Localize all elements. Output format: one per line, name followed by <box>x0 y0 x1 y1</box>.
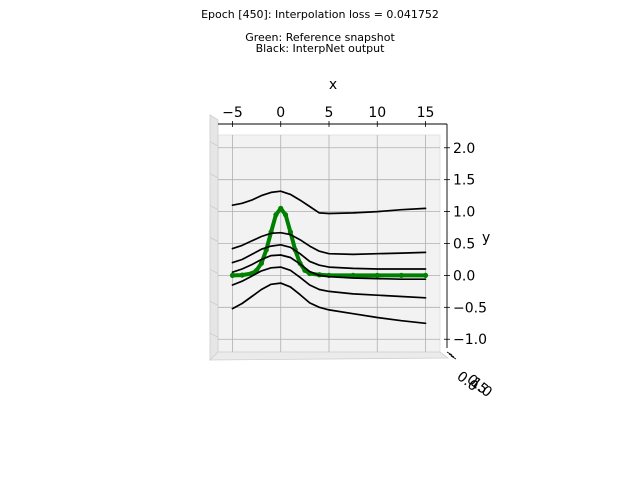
z-tick <box>446 351 453 356</box>
floor-pane <box>209 351 450 361</box>
x-tick-label: 0 <box>276 105 285 121</box>
y-tick-label: 1.5 <box>453 173 475 189</box>
output-series-line <box>231 254 427 281</box>
chart-subtitle-line-1: Green: Reference snapshot <box>245 31 395 44</box>
series-group <box>229 190 429 325</box>
x-tick-label: 10 <box>368 105 386 121</box>
y-tick-label: −0.5 <box>453 300 487 316</box>
reference-point <box>374 272 380 279</box>
depth-gridline <box>209 173 219 178</box>
y-tick-label: 0.5 <box>453 237 475 253</box>
reference-point <box>229 272 236 279</box>
x-tick-label: −5 <box>222 105 243 121</box>
reference-point <box>258 260 265 266</box>
depth-gridline <box>209 237 219 242</box>
x-tick-label: 15 <box>417 105 435 121</box>
output-series-line <box>231 190 427 215</box>
z-tick <box>448 353 455 358</box>
reference-point <box>398 272 404 279</box>
y-tick-label: 2.0 <box>453 141 475 157</box>
x-axis: −5 0 5 10 15 <box>218 105 447 127</box>
chart-subtitle-line-2: Black: InterpNet output <box>256 42 386 55</box>
x-axis-label: x <box>329 77 337 93</box>
depth-gridline <box>209 269 219 274</box>
reference-point <box>278 205 284 211</box>
y-axis: 2.0 1.5 1.0 0.5 0.0 −0.5 −1.0 <box>444 124 487 348</box>
reference-point <box>422 272 429 279</box>
z-axis: 0.0 0.5 1.0 <box>446 351 495 401</box>
output-series-line <box>231 282 427 325</box>
y-axis-label: y <box>482 230 490 246</box>
reference-point <box>254 267 260 273</box>
output-series-line <box>231 266 427 299</box>
depth-gridline <box>209 205 219 210</box>
reference-point <box>273 212 279 218</box>
y-tick-label: 1.0 <box>453 205 475 221</box>
x-tick-label: 5 <box>325 105 334 121</box>
output-series-line <box>231 243 427 270</box>
output-series-line <box>231 231 427 256</box>
depth-gridline <box>209 301 219 306</box>
z-tick <box>450 355 457 360</box>
depth-gridline <box>209 332 219 338</box>
y-tick-label: −1.0 <box>453 332 487 348</box>
depth-gridline <box>209 141 219 147</box>
reference-point <box>350 272 356 279</box>
reference-point <box>287 229 293 235</box>
reference-point <box>282 212 289 218</box>
side-pane <box>209 114 219 361</box>
reference-point <box>239 272 245 278</box>
chart-title: Epoch [450]: Interpolation loss = 0.0417… <box>201 8 439 21</box>
y-tick-label: 0.0 <box>453 268 475 284</box>
